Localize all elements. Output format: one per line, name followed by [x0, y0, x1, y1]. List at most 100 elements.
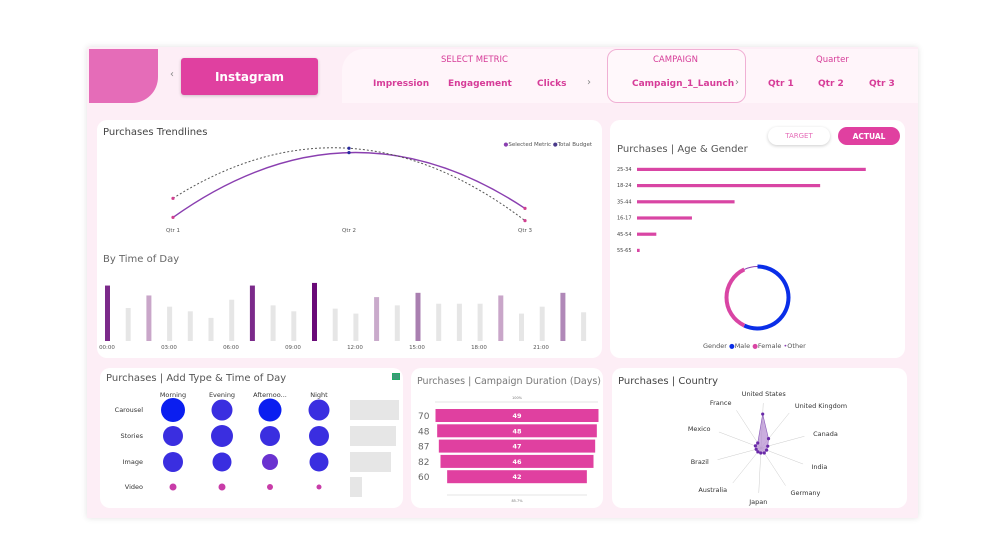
metric-impression[interactable]: Impression: [373, 79, 430, 89]
campaign-value[interactable]: Campaign_1_Launch: [632, 79, 735, 89]
radar-point: [756, 441, 760, 445]
tod-bar: [477, 303, 483, 341]
funnel-bar: [447, 470, 587, 484]
funnel-value: 49: [512, 412, 522, 420]
duration-funnel: 100% 49 70 48 48 47 87 46 82 42 60 85.7%: [418, 396, 599, 503]
radar-spoke: [732, 447, 762, 484]
tod-bar: [187, 311, 193, 341]
actual-label: ACTUAL: [852, 131, 886, 141]
tod-bar: [456, 303, 462, 341]
bubble: [258, 398, 282, 422]
age-label: 18-24: [617, 183, 632, 189]
tod-x-tick: 06:00: [223, 345, 239, 351]
target-button[interactable]: TARGET: [768, 127, 830, 145]
radar-label: Mexico: [688, 425, 711, 433]
tod-x-tick: 09:00: [285, 345, 301, 351]
radar-point: [766, 444, 770, 448]
prev-platform-button[interactable]: ‹: [170, 69, 174, 80]
bubble: [212, 452, 232, 472]
funnel-bar: [440, 454, 594, 468]
tod-chart: 00:00 03:00 06:00 09:00 12:00 15:00 18:00 21:00: [99, 282, 587, 351]
radar-label: France: [710, 399, 732, 407]
funnel-value: 46: [512, 458, 522, 466]
platform-label: Instagram: [214, 69, 285, 84]
actual-button[interactable]: ACTUAL: [838, 127, 900, 145]
metric-engagement[interactable]: Engagement: [448, 79, 512, 89]
donut-slice-male: [743, 264, 791, 331]
quarter-3[interactable]: Qtr 3: [869, 79, 895, 89]
funnel-bottom-label: 85.7%: [511, 499, 523, 503]
bubble: [262, 454, 278, 470]
campaign-next-button[interactable]: ›: [735, 77, 739, 88]
bubble: [161, 398, 185, 422]
radar-label: United States: [742, 390, 787, 398]
country-card: Purchases | Country United States United …: [612, 368, 907, 508]
radar-point: [762, 451, 766, 455]
tod-bar: [291, 311, 297, 341]
tod-bar: [519, 313, 524, 341]
campaign-box: [607, 49, 746, 103]
row-header: Stories: [120, 432, 143, 440]
country-radar: United States United Kingdom Canada India Ge…: [688, 390, 847, 506]
row-total-bar: [350, 426, 396, 446]
metric-next-button[interactable]: ›: [587, 77, 591, 88]
radar-spoke: [717, 447, 762, 460]
platform-button[interactable]: Instagram: [181, 58, 318, 95]
trend-legend: ●Selected Metric ●Total Budget: [503, 142, 592, 148]
donut-slice-other: [744, 266, 758, 270]
trend-x-tick: Qtr 1: [166, 228, 180, 234]
radar-point: [756, 450, 760, 454]
radar-point: [765, 448, 769, 452]
trend-chart: Qtr 1 Qtr 2 Qtr 3: [166, 146, 532, 234]
trend-card: Purchases Trendlines ●Selected Metric ●T…: [97, 120, 602, 358]
trend-point: [347, 146, 351, 150]
radar-label: Germany: [791, 489, 821, 497]
radar-point: [759, 451, 763, 455]
adtype-card: Purchases | Add Type & Time of Day Morni…: [100, 368, 403, 508]
tod-bar: [229, 299, 235, 341]
row-header: Video: [125, 483, 143, 491]
tod-bar: [125, 308, 131, 341]
bubble: [309, 426, 329, 446]
column-header: Night: [310, 391, 328, 399]
trend-line-1: [172, 147, 526, 222]
column-header: Evening: [209, 391, 235, 399]
age-bar: [637, 184, 821, 188]
quarter-1[interactable]: Qtr 1: [768, 79, 794, 89]
funnel-top-label: 100%: [512, 396, 523, 400]
campaign-title: CAMPAIGN: [653, 55, 698, 65]
quarter-2[interactable]: Qtr 2: [818, 79, 844, 89]
metric-clicks[interactable]: Clicks: [537, 79, 567, 89]
trend-title: Purchases Trendlines: [103, 127, 208, 138]
tod-bar: [581, 312, 587, 341]
tod-x-tick: 03:00: [161, 345, 177, 351]
funnel-bar: [437, 424, 597, 438]
radar-spoke: [758, 447, 762, 493]
trend-point: [347, 151, 351, 155]
age-gender-card: TARGET ACTUAL Purchases | Age & Gender 2…: [610, 120, 905, 358]
bubble: [316, 484, 322, 490]
metric-title: SELECT METRIC: [441, 55, 508, 65]
radar-label: Canada: [813, 430, 838, 438]
tod-bar: [167, 306, 173, 341]
bubble: [211, 425, 233, 447]
tod-x-tick: 12:00: [347, 345, 363, 351]
radar-point: [754, 447, 758, 451]
tod-bar: [415, 292, 421, 341]
trend-point: [523, 219, 527, 223]
quarter-title: Quarter: [816, 55, 849, 65]
brand-block: [89, 49, 158, 103]
adtype-chart: Morning Evening Afternoo... Night Carousel St…: [115, 391, 399, 497]
trend-point: [523, 206, 527, 210]
tod-bar: [353, 313, 359, 341]
adtype-title: Purchases | Add Type & Time of Day: [106, 373, 287, 384]
bubble: [211, 399, 233, 421]
funnel-value: 42: [512, 473, 521, 481]
tod-bar: [332, 308, 338, 341]
gender-legend: Gender ●Male ●Female •Other: [703, 342, 806, 350]
age-label: 16-17: [617, 216, 632, 222]
bubble: [163, 426, 183, 446]
table-view-icon[interactable]: [392, 373, 400, 380]
age-label: 25-34: [617, 167, 632, 173]
tod-title: By Time of Day: [103, 254, 180, 265]
